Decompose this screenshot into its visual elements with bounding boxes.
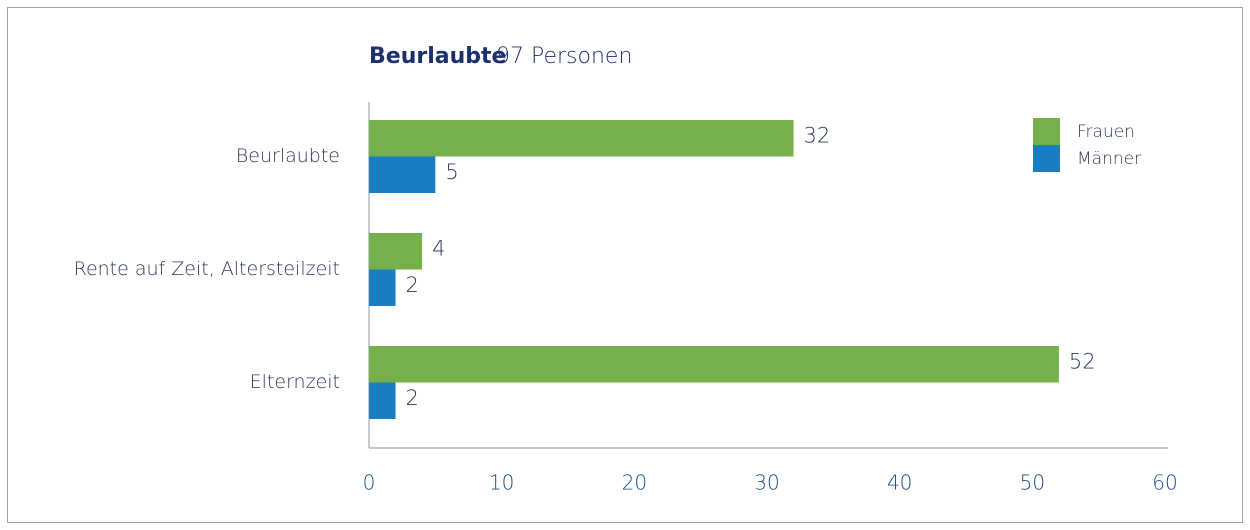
frame xyxy=(7,7,1243,523)
bar xyxy=(369,233,423,270)
legend-label: Frauen xyxy=(1077,122,1135,142)
bar xyxy=(369,120,794,157)
chart-title: Beurlaubte xyxy=(369,44,506,69)
bar xyxy=(369,269,396,306)
bar xyxy=(369,156,436,193)
bar xyxy=(369,382,396,419)
x-tick-label: 40 xyxy=(887,471,912,495)
chart-subtitle: 97 Personen xyxy=(496,44,632,69)
data-label: 4 xyxy=(432,236,445,260)
data-label: 32 xyxy=(804,123,831,147)
bar xyxy=(369,346,1059,383)
y-tick-label: Rente auf Zeit, Altersteilzeit xyxy=(74,258,340,280)
legend-swatch xyxy=(1033,145,1060,172)
y-tick-label: Beurlaubte xyxy=(236,145,340,167)
x-tick-label: 10 xyxy=(489,471,514,495)
x-tick-label: 30 xyxy=(754,471,779,495)
x-tick-label: 60 xyxy=(1152,471,1177,495)
legend-swatch xyxy=(1033,118,1060,145)
x-tick-label: 20 xyxy=(622,471,647,495)
y-tick-label: Elternzeit xyxy=(250,371,340,393)
legend-label: Männer xyxy=(1077,149,1141,169)
x-tick-label: 0 xyxy=(363,471,376,495)
data-label: 5 xyxy=(445,160,458,184)
data-label: 2 xyxy=(406,386,419,410)
data-label: 2 xyxy=(406,273,419,297)
data-label: 52 xyxy=(1069,349,1096,373)
x-tick-label: 50 xyxy=(1020,471,1045,495)
